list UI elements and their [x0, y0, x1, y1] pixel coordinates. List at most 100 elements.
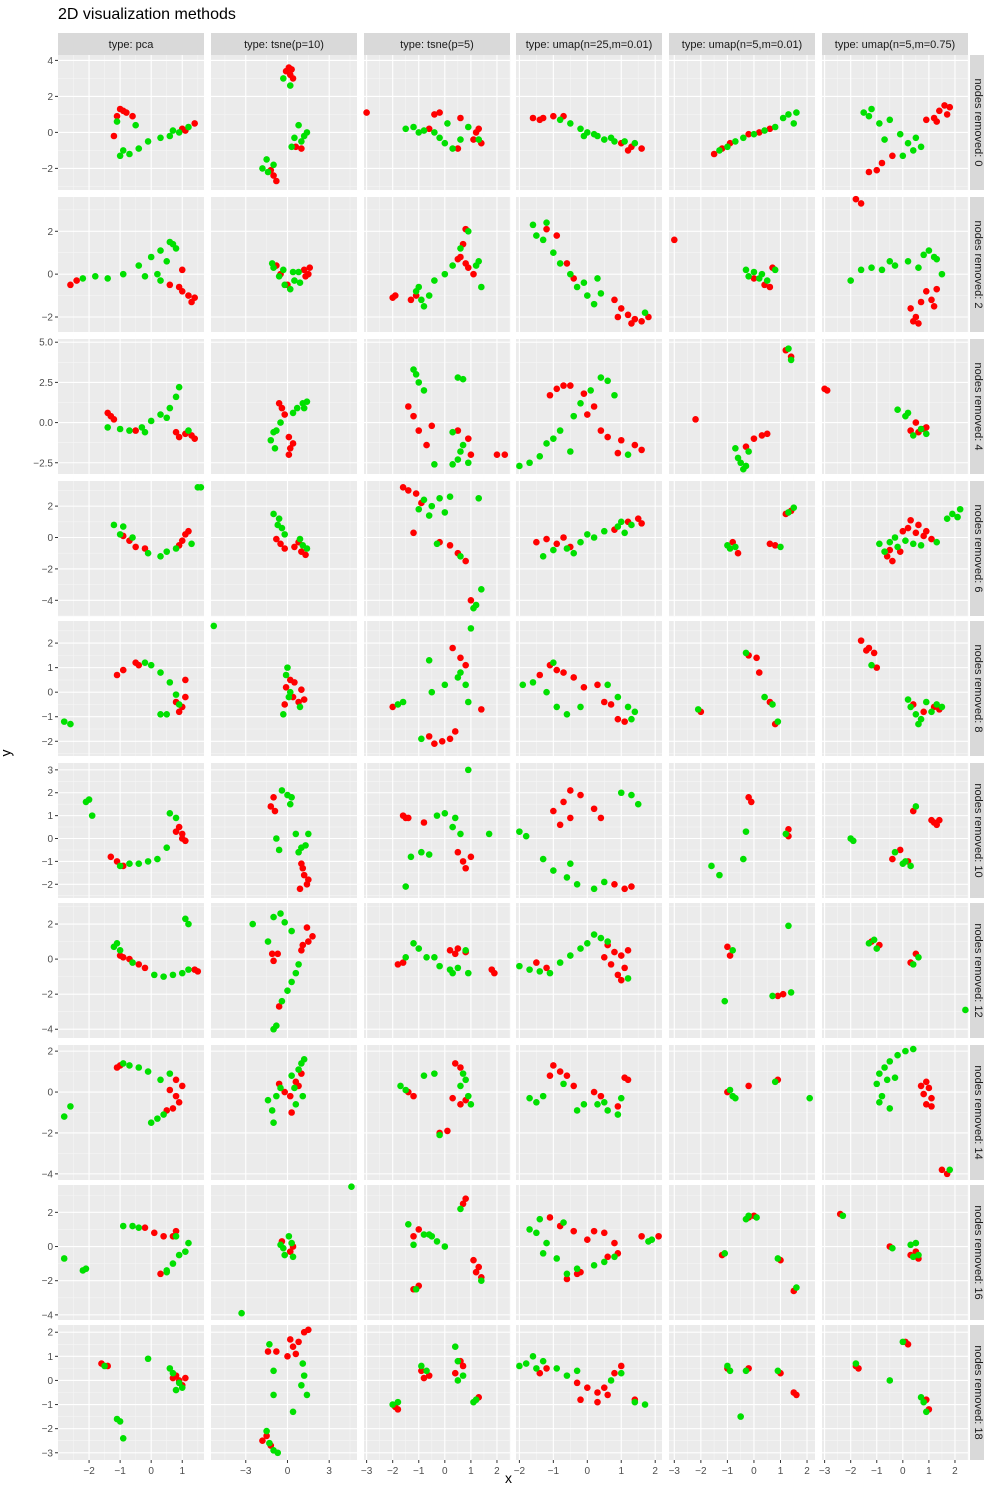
data-point — [580, 279, 588, 287]
data-point — [881, 136, 888, 143]
x-tick-label: 1 — [179, 1466, 185, 1477]
data-point — [922, 527, 930, 535]
data-point — [779, 114, 787, 122]
y-tick-label: 2 — [47, 227, 53, 238]
data-point — [956, 505, 964, 513]
data-point — [238, 1309, 245, 1317]
data-point — [410, 366, 417, 373]
data-point — [726, 1367, 734, 1375]
panel-background — [58, 763, 204, 898]
data-point — [750, 268, 758, 276]
data-point — [289, 1253, 297, 1261]
panel-background — [669, 481, 815, 616]
data-point — [185, 527, 192, 535]
data-point — [292, 1350, 300, 1358]
data-point — [577, 125, 584, 133]
data-point — [178, 969, 186, 977]
data-point — [878, 266, 886, 274]
data-point — [876, 1070, 883, 1077]
data-point — [638, 145, 645, 152]
data-point — [464, 766, 472, 774]
data-point — [141, 428, 149, 436]
data-point — [182, 676, 189, 684]
panel-background — [669, 763, 815, 898]
data-point — [536, 116, 544, 124]
data-point — [852, 195, 860, 203]
data-point — [104, 275, 112, 282]
y-tick-label: −4 — [42, 1025, 54, 1036]
data-point — [182, 1374, 189, 1382]
data-point — [922, 424, 930, 431]
data-point — [611, 948, 618, 956]
data-point — [539, 553, 547, 560]
data-point — [116, 531, 124, 538]
data-point — [925, 247, 933, 254]
data-point — [423, 1367, 430, 1375]
data-point — [750, 130, 758, 138]
data-point — [563, 1072, 571, 1079]
data-point — [147, 661, 155, 669]
data-point — [275, 272, 283, 280]
data-point — [584, 1236, 591, 1243]
data-point — [303, 398, 311, 405]
y-tick-label: 0 — [47, 1376, 53, 1387]
data-point — [123, 109, 130, 116]
data-point — [464, 227, 472, 235]
data-point — [745, 1082, 752, 1090]
data-point — [478, 283, 485, 291]
data-point — [436, 134, 443, 142]
data-point — [881, 548, 888, 555]
data-point — [285, 64, 293, 71]
data-point — [119, 1222, 127, 1230]
data-point — [464, 435, 472, 442]
data-point — [446, 947, 454, 954]
data-point — [933, 255, 941, 263]
data-point — [734, 549, 742, 557]
data-point — [907, 703, 914, 711]
data-point — [459, 1362, 467, 1370]
data-point — [197, 483, 205, 491]
data-point — [296, 279, 304, 287]
data-point — [449, 644, 456, 652]
data-point — [758, 270, 766, 278]
data-point — [563, 874, 571, 881]
x-tick-label: 2 — [804, 1466, 810, 1477]
data-point — [567, 448, 574, 455]
data-point — [172, 828, 180, 835]
data-point — [348, 1183, 355, 1191]
panel-background — [364, 339, 510, 474]
data-point — [621, 964, 628, 972]
row-strip-label: nodes removed: 8 — [972, 644, 984, 732]
data-point — [281, 545, 288, 552]
data-point — [855, 1365, 862, 1372]
data-point — [79, 275, 87, 282]
y-tick-label: 2 — [47, 92, 53, 103]
panel-background — [211, 763, 357, 898]
data-point — [472, 1396, 480, 1404]
row-strip-label: nodes removed: 6 — [972, 504, 984, 592]
data-point — [894, 1051, 901, 1059]
x-tick-label: −2 — [845, 1466, 857, 1477]
data-point — [787, 989, 795, 996]
data-point — [617, 518, 625, 526]
data-point — [726, 545, 734, 552]
data-point — [270, 161, 277, 169]
data-point — [175, 1379, 183, 1387]
data-point — [671, 236, 678, 244]
data-point — [556, 959, 564, 966]
data-point — [873, 945, 881, 952]
data-point — [263, 156, 270, 163]
data-point — [391, 292, 399, 299]
y-tick-label: 2 — [47, 1208, 53, 1219]
data-point — [526, 459, 533, 467]
data-point — [567, 270, 574, 278]
data-point — [405, 487, 412, 494]
data-point — [467, 451, 475, 459]
data-point — [389, 1401, 396, 1408]
data-point — [275, 846, 283, 854]
data-point — [889, 557, 896, 565]
y-tick-label: −2 — [42, 1424, 54, 1435]
data-point — [459, 1372, 467, 1379]
x-tick-label: −3 — [819, 1466, 831, 1477]
data-point — [915, 521, 922, 529]
